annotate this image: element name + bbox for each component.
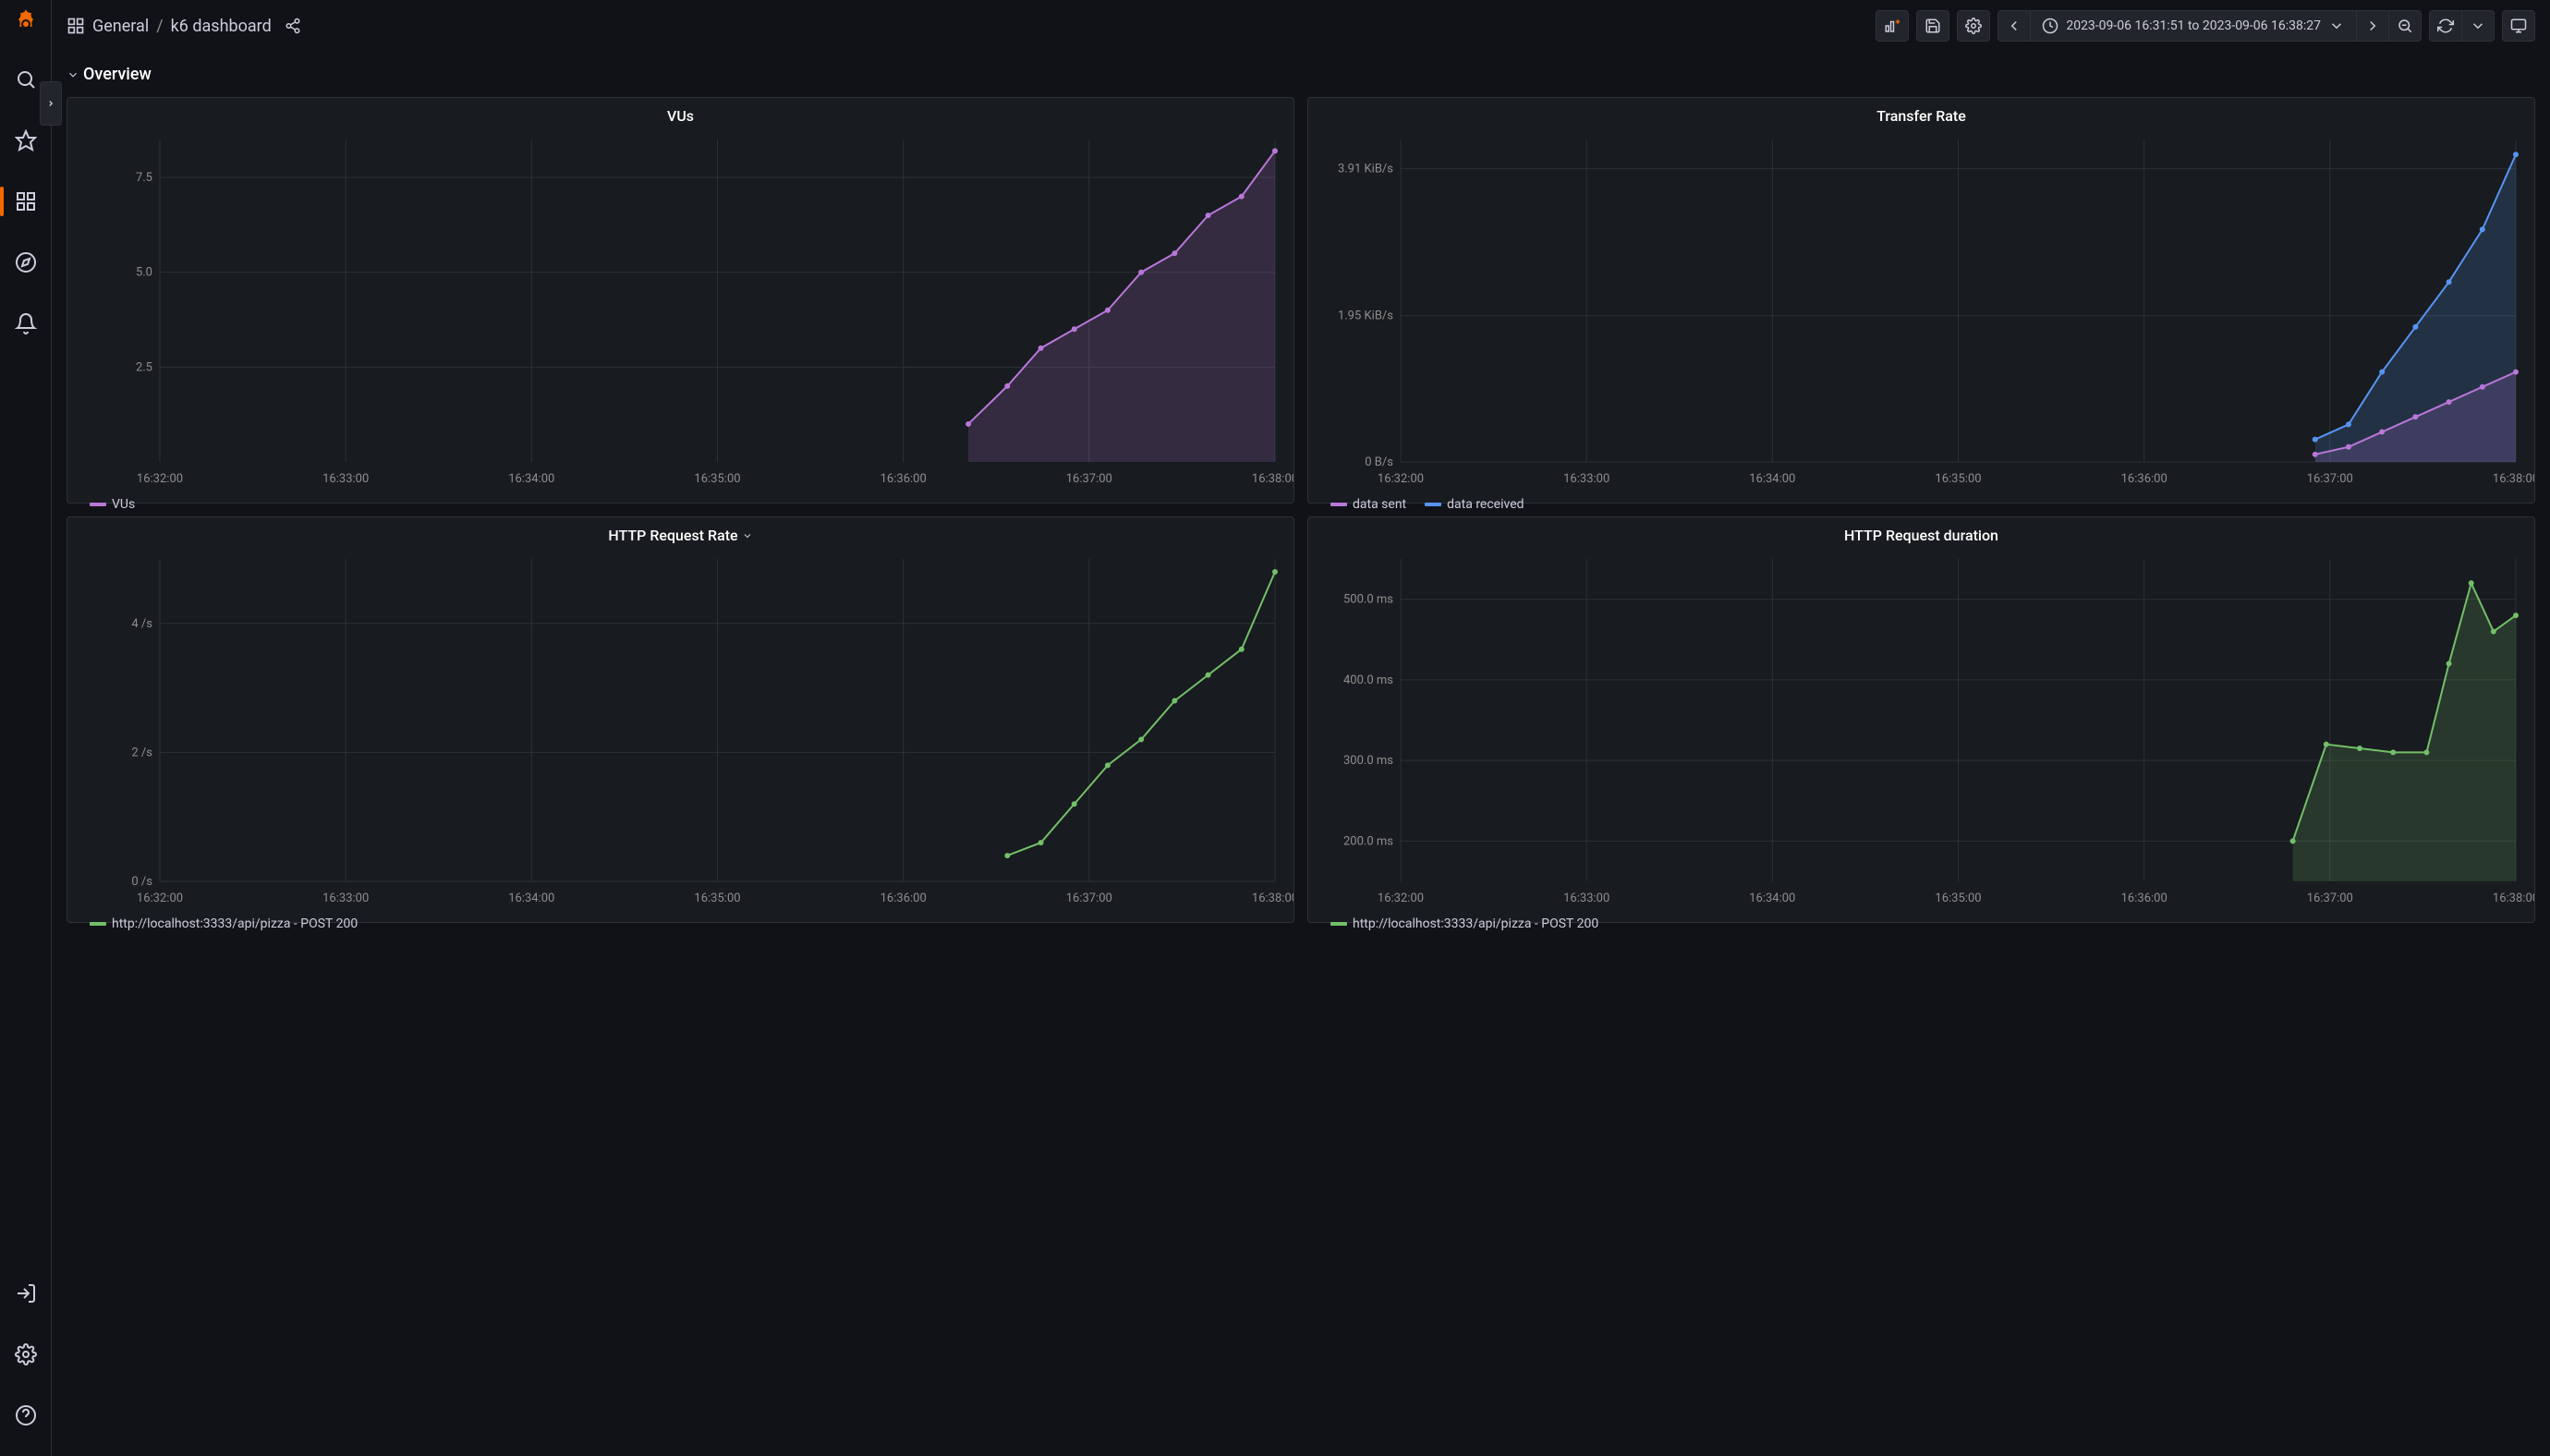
legend-label: data sent [1353, 497, 1406, 512]
share-icon[interactable] [285, 18, 301, 34]
time-forward-button[interactable] [2357, 10, 2389, 42]
alerting-icon[interactable] [4, 301, 48, 346]
svg-text:16:33:00: 16:33:00 [322, 472, 369, 486]
legend-label: http://localhost:3333/api/pizza - POST 2… [1353, 916, 1598, 931]
expand-sidebar-button[interactable] [40, 81, 62, 126]
svg-text:500.0 ms: 500.0 ms [1343, 593, 1393, 607]
svg-text:2 /s: 2 /s [131, 746, 152, 759]
breadcrumb-folder[interactable]: General [92, 17, 149, 36]
refresh-button[interactable] [2429, 10, 2462, 42]
svg-text:400.0 ms: 400.0 ms [1343, 673, 1393, 687]
svg-text:16:35:00: 16:35:00 [1935, 472, 1981, 486]
tv-mode-button[interactable] [2502, 10, 2535, 42]
breadcrumb-separator: / [156, 17, 163, 36]
panel-http-rate: HTTP Request Rate 16:32:00 16:33:00 16:34:… [67, 516, 1294, 923]
svg-text:16:34:00: 16:34:00 [1749, 892, 1795, 905]
refresh-interval-button[interactable] [2462, 10, 2495, 42]
legend-label: VUs [112, 497, 135, 512]
svg-text:16:38:00: 16:38:00 [2493, 472, 2534, 486]
add-panel-button[interactable] [1876, 10, 1909, 42]
time-range-picker[interactable]: 2023-09-06 16:31:51 to 2023-09-06 16:38:… [2031, 10, 2357, 42]
svg-text:0 B/s: 0 B/s [1365, 455, 1393, 469]
svg-text:16:34:00: 16:34:00 [1749, 472, 1795, 486]
svg-text:0 /s: 0 /s [131, 875, 152, 889]
svg-text:16:38:00: 16:38:00 [1252, 892, 1293, 905]
svg-text:16:35:00: 16:35:00 [1935, 892, 1981, 905]
section-overview[interactable]: Overview [67, 59, 2535, 90]
panel-transfer: Transfer Rate 16:32:00 16:33:00 16:34:00 16… [1307, 97, 2535, 504]
svg-text:300.0 ms: 300.0 ms [1343, 754, 1393, 768]
svg-text:16:36:00: 16:36:00 [880, 892, 927, 905]
chevron-down-icon [742, 530, 753, 541]
svg-text:16:33:00: 16:33:00 [1563, 892, 1609, 905]
dashboards-icon[interactable] [4, 179, 48, 224]
svg-text:4 /s: 4 /s [131, 617, 152, 631]
breadcrumb: General / k6 dashboard [67, 17, 301, 36]
svg-text:7.5: 7.5 [136, 171, 152, 185]
signin-icon[interactable] [4, 1271, 48, 1316]
svg-text:16:37:00: 16:37:00 [2307, 472, 2353, 486]
svg-text:16:34:00: 16:34:00 [508, 472, 554, 486]
legend-label: http://localhost:3333/api/pizza - POST 2… [112, 916, 358, 931]
panel-vus: VUs 16:32:00 16:33:00 16:34:00 16:35:00 16:3… [67, 97, 1294, 504]
svg-text:16:36:00: 16:36:00 [2121, 472, 2168, 486]
svg-text:200.0 ms: 200.0 ms [1343, 834, 1393, 848]
svg-text:16:37:00: 16:37:00 [1066, 892, 1112, 905]
svg-text:16:37:00: 16:37:00 [1066, 472, 1112, 486]
svg-text:16:38:00: 16:38:00 [1252, 472, 1293, 486]
legend-item[interactable]: VUs [90, 497, 135, 512]
svg-text:16:36:00: 16:36:00 [880, 472, 927, 486]
svg-text:16:35:00: 16:35:00 [694, 472, 740, 486]
svg-text:16:38:00: 16:38:00 [2493, 892, 2534, 905]
legend-item[interactable]: data received [1425, 497, 1524, 512]
legend-label: data received [1447, 497, 1524, 512]
chevron-down-icon [2328, 18, 2345, 34]
panel-title[interactable]: Transfer Rate [1308, 98, 2534, 128]
svg-text:2.5: 2.5 [136, 360, 152, 374]
panel-title[interactable]: HTTP Request Rate [67, 517, 1293, 548]
help-icon[interactable] [4, 1393, 48, 1438]
svg-text:16:32:00: 16:32:00 [1378, 892, 1424, 905]
svg-text:16:37:00: 16:37:00 [2307, 892, 2353, 905]
topbar: General / k6 dashboard [52, 0, 2550, 52]
svg-text:16:32:00: 16:32:00 [137, 892, 183, 905]
chevron-down-icon [67, 68, 79, 81]
panel-title[interactable]: HTTP Request duration [1308, 517, 2534, 548]
legend-item[interactable]: data sent [1330, 497, 1406, 512]
time-back-button[interactable] [1998, 10, 2031, 42]
svg-text:16:33:00: 16:33:00 [1563, 472, 1609, 486]
settings-icon[interactable] [4, 1332, 48, 1377]
time-range-text: 2023-09-06 16:31:51 to 2023-09-06 16:38:… [2066, 18, 2321, 33]
grafana-logo[interactable] [9, 7, 42, 41]
sidebar [0, 0, 52, 1456]
svg-text:16:34:00: 16:34:00 [508, 892, 554, 905]
dashboards-breadcrumb-icon[interactable] [67, 17, 85, 35]
svg-text:16:32:00: 16:32:00 [1378, 472, 1424, 486]
dashboard-settings-button[interactable] [1957, 10, 1990, 42]
svg-text:16:36:00: 16:36:00 [2121, 892, 2168, 905]
svg-text:3.91 KiB/s: 3.91 KiB/s [1338, 163, 1393, 176]
svg-text:16:35:00: 16:35:00 [694, 892, 740, 905]
explore-icon[interactable] [4, 240, 48, 285]
panel-http-dur: HTTP Request duration 16:32:00 16:33:00 16… [1307, 516, 2535, 923]
svg-text:16:32:00: 16:32:00 [137, 472, 183, 486]
section-title-text: Overview [83, 65, 152, 84]
breadcrumb-dashboard[interactable]: k6 dashboard [171, 17, 272, 36]
svg-text:1.95 KiB/s: 1.95 KiB/s [1338, 309, 1393, 323]
legend-item[interactable]: http://localhost:3333/api/pizza - POST 2… [90, 916, 358, 931]
legend-item[interactable]: http://localhost:3333/api/pizza - POST 2… [1330, 916, 1598, 931]
panel-title[interactable]: VUs [67, 98, 1293, 128]
save-button[interactable] [1916, 10, 1949, 42]
zoom-out-button[interactable] [2389, 10, 2422, 42]
svg-text:5.0: 5.0 [136, 266, 152, 280]
svg-text:16:33:00: 16:33:00 [322, 892, 369, 905]
